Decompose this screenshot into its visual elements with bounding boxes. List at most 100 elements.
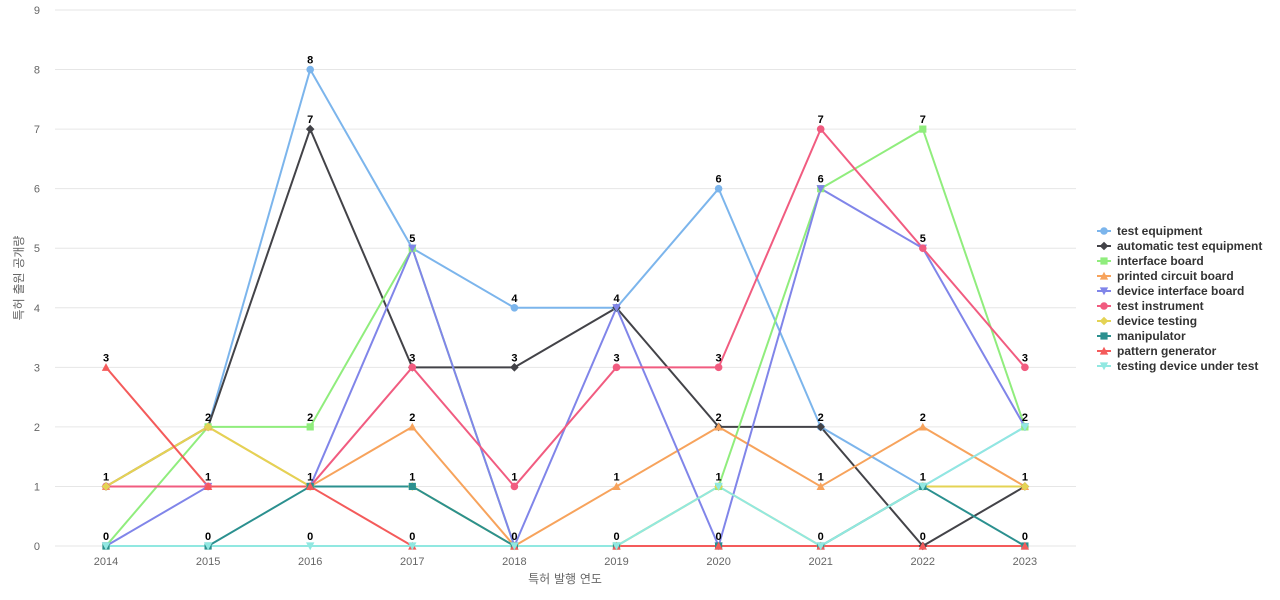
- point-automatic-test-equipment: [816, 422, 825, 432]
- series-line-automatic-test-equipment: [105, 128, 1026, 547]
- data-label: 0: [205, 531, 211, 543]
- data-label: 6: [716, 174, 722, 186]
- data-label: 0: [716, 531, 722, 543]
- x-tick-label: 2015: [196, 556, 220, 568]
- y-tick-label: 4: [34, 303, 40, 315]
- point-testing-device-under-test: [306, 542, 315, 551]
- point-pattern-generator: [203, 482, 213, 491]
- data-label: 3: [716, 352, 722, 364]
- y-tick-label: 5: [34, 243, 40, 255]
- point-test-instrument: [919, 244, 927, 253]
- point-device-interface-board: [612, 304, 621, 312]
- point-pattern-generator: [918, 541, 927, 550]
- data-label: 0: [409, 531, 415, 543]
- legend-label: test instrument: [1117, 299, 1204, 313]
- point-test-instrument: [714, 363, 723, 372]
- legend-item-interface-board: interface board: [1097, 254, 1204, 268]
- series-lines: [105, 68, 1026, 547]
- data-label: 1: [716, 471, 722, 483]
- legend-label: testing device under test: [1117, 359, 1258, 373]
- data-label: 8: [307, 55, 313, 67]
- legend-item-pattern-generator: pattern generator: [1097, 344, 1217, 358]
- point-device-interface-board: [816, 185, 825, 193]
- legend-label: device interface board: [1117, 284, 1244, 298]
- data-label: 7: [307, 114, 313, 126]
- legend-marker-icon: [1099, 271, 1109, 280]
- legend-label: printed circuit board: [1117, 269, 1234, 283]
- point-printed-circuit-board: [714, 422, 723, 431]
- legend-label: test equipment: [1117, 224, 1202, 238]
- legend-label: pattern generator: [1117, 344, 1217, 358]
- data-label: 1: [1022, 471, 1028, 483]
- data-label: 0: [307, 531, 313, 543]
- x-tick-label: 2016: [298, 556, 322, 568]
- point-printed-circuit-board: [816, 482, 825, 491]
- point-testing-device-under-test: [612, 542, 621, 551]
- point-device-interface-board: [408, 244, 417, 253]
- data-label: 0: [1022, 531, 1028, 543]
- data-label: 7: [818, 114, 824, 126]
- data-label: 1: [205, 471, 211, 483]
- legend-marker-icon: [1099, 346, 1109, 355]
- legend-label: automatic test equipment: [1117, 239, 1262, 253]
- point-automatic-test-equipment: [510, 363, 519, 372]
- data-label: 3: [613, 352, 619, 364]
- point-pattern-generator: [101, 363, 111, 371]
- y-tick-label: 9: [34, 5, 40, 17]
- legend-item-device-testing: device testing: [1097, 314, 1197, 328]
- data-label: 4: [511, 293, 518, 305]
- point-test-instrument: [612, 363, 621, 372]
- x-tick-label: 2021: [808, 556, 832, 568]
- x-tick-label: 2017: [400, 556, 424, 568]
- data-label: 0: [511, 531, 517, 543]
- series-markers: [101, 65, 1030, 551]
- point-test-instrument: [510, 482, 519, 491]
- x-tick-label: 2023: [1013, 556, 1037, 568]
- point-printed-circuit-board: [612, 482, 621, 491]
- legend-marker-icon: [1100, 257, 1108, 265]
- data-label: 2: [1022, 412, 1028, 424]
- data-label: 2: [205, 412, 211, 424]
- legend-item-test-equipment: test equipment: [1097, 224, 1202, 238]
- data-label: 5: [920, 233, 926, 245]
- x-axis-title: 특허 발행 연도: [528, 571, 602, 586]
- legend-marker-icon: [1100, 332, 1108, 340]
- legend-marker-icon: [1099, 287, 1109, 296]
- data-label: 1: [307, 471, 313, 483]
- legend-item-printed-circuit-board: printed circuit board: [1097, 269, 1234, 283]
- point-printed-circuit-board: [918, 422, 927, 431]
- point-testing-device-under-test: [918, 482, 927, 491]
- point-device-testing: [203, 422, 213, 432]
- y-tick-label: 1: [34, 481, 40, 493]
- y-tick-label: 6: [34, 184, 40, 196]
- legend-marker-icon: [1099, 362, 1109, 371]
- data-label: 6: [818, 174, 824, 186]
- data-label: 5: [409, 233, 415, 245]
- point-testing-device-under-test: [714, 482, 723, 491]
- data-label: 0: [920, 531, 926, 543]
- data-label: 1: [103, 471, 109, 483]
- point-test-instrument: [816, 125, 825, 133]
- x-axis-ticks: 2014 2015 2016 2017 2018 2019 2020 2021 2022 2023: [94, 556, 1037, 568]
- legend-marker-icon: [1100, 302, 1108, 310]
- point-testing-device-under-test: [203, 542, 213, 551]
- point-pattern-generator: [1020, 541, 1030, 550]
- data-label: 3: [409, 352, 415, 364]
- y-tick-label: 2: [34, 422, 40, 434]
- data-label: 3: [1022, 352, 1028, 364]
- point-test-equipment: [306, 65, 315, 74]
- x-tick-label: 2018: [502, 556, 526, 568]
- legend-marker-icon: [1100, 227, 1108, 235]
- x-tick-label: 2019: [604, 556, 628, 568]
- data-label: 0: [613, 531, 619, 543]
- series-line-testing-device-under-test: [105, 425, 1026, 547]
- point-testing-device-under-test: [816, 542, 825, 551]
- legend-item-device-interface-board: device interface board: [1097, 284, 1244, 298]
- point-test-instrument: [408, 363, 417, 372]
- x-tick-label: 2020: [706, 556, 730, 568]
- data-label: 2: [307, 412, 313, 424]
- legend-marker-icon: [1099, 241, 1109, 251]
- point-testing-device-under-test: [510, 542, 519, 551]
- point-testing-device-under-test: [408, 542, 417, 551]
